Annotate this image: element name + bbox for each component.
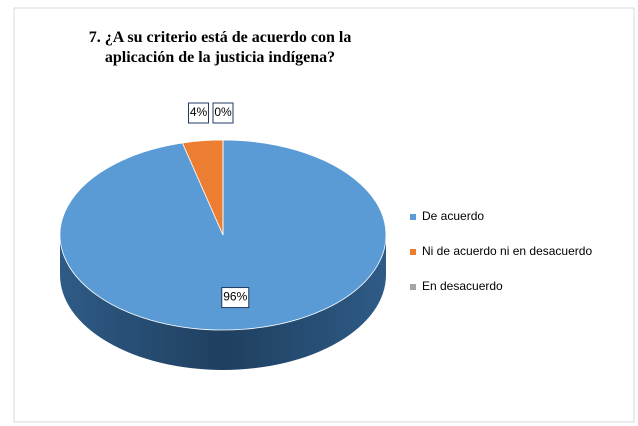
slice-side bbox=[60, 235, 386, 370]
chart-border bbox=[13, 7, 635, 423]
legend-swatch bbox=[410, 214, 416, 220]
legend-label: En desacuerdo bbox=[422, 279, 503, 293]
legend-label: Ni de acuerdo ni en desacuerdo bbox=[422, 244, 592, 258]
data-label: 4% bbox=[190, 105, 208, 119]
data-label-box bbox=[212, 102, 234, 124]
legend-swatch bbox=[410, 284, 416, 290]
legend-swatch bbox=[410, 249, 416, 255]
legend-label: De acuerdo bbox=[422, 209, 484, 223]
chart-title: 7. ¿A su criterio está de acuerdo con la… bbox=[88, 29, 352, 66]
data-label-box bbox=[221, 287, 250, 309]
data-label-box bbox=[187, 102, 209, 124]
data-label: 0% bbox=[214, 105, 232, 119]
data-label: 96% bbox=[223, 290, 247, 304]
